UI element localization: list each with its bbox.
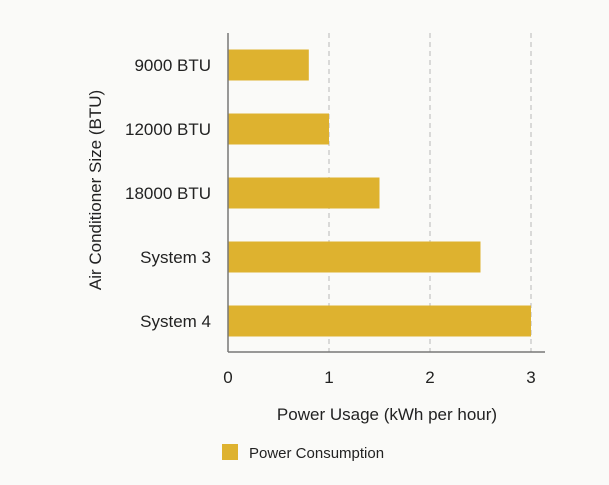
x-axis-title: Power Usage (kWh per hour)	[277, 405, 497, 424]
bar-system-3	[228, 241, 481, 273]
y-tick-labels: 9000 BTU 12000 BTU 18000 BTU System 3 System…	[125, 56, 211, 331]
legend: Power Consumption	[222, 444, 384, 462]
axes	[227, 33, 545, 353]
x-tick-label: 0	[223, 368, 232, 387]
bars	[228, 49, 531, 337]
legend-label: Power Consumption	[249, 445, 384, 462]
y-tick-label: 9000 BTU	[134, 56, 211, 75]
y-tick-label: System 4	[140, 312, 211, 331]
y-tick-label: 12000 BTU	[125, 120, 211, 139]
x-tick-label: 1	[324, 368, 333, 387]
x-tick-labels: 0 1 2 3	[223, 368, 535, 387]
x-tick-label: 2	[425, 368, 434, 387]
x-tick-label: 3	[526, 368, 535, 387]
bar-9000-btu	[228, 49, 309, 81]
y-tick-label: 18000 BTU	[125, 184, 211, 203]
grid-lines	[328, 33, 532, 352]
legend-swatch	[222, 444, 238, 460]
y-tick-label: System 3	[140, 248, 211, 267]
bar-system-4	[228, 305, 531, 337]
bar-12000-btu	[228, 113, 329, 145]
bar-18000-btu	[228, 177, 380, 209]
y-axis-title: Air Conditioner Size (BTU)	[86, 90, 105, 290]
